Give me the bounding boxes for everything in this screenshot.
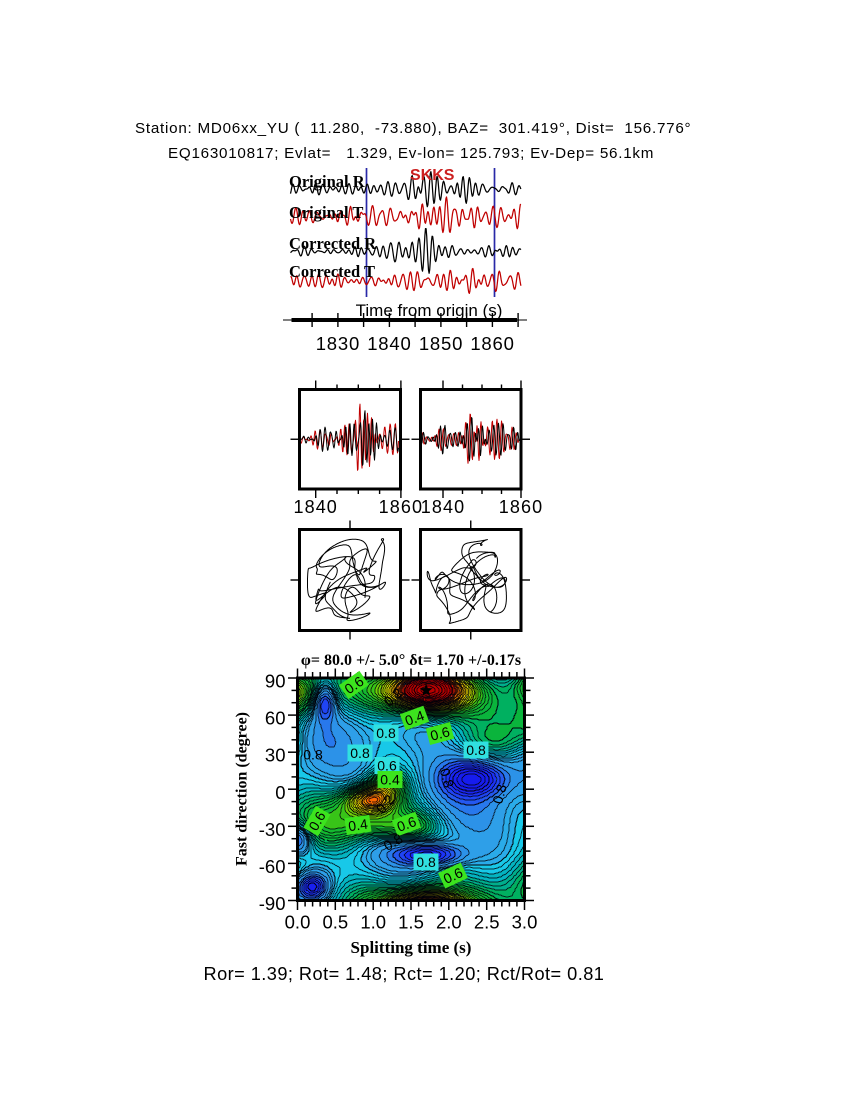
svg-text:1840: 1840 — [293, 497, 337, 517]
svg-text:-90: -90 — [259, 893, 286, 914]
svg-text:EQ163010817; Evlat= 1.329, E: EQ163010817; Evlat= 1.329, Ev-lon= 125.7… — [168, 145, 654, 162]
svg-text:1840: 1840 — [421, 497, 465, 517]
svg-text:0.4: 0.4 — [380, 772, 400, 788]
svg-text:Corrected R: Corrected R — [289, 234, 377, 253]
svg-text:SKKS: SKKS — [410, 167, 455, 184]
svg-text:Original R: Original R — [289, 172, 366, 191]
svg-text:0.8: 0.8 — [376, 725, 396, 741]
svg-text:Corrected T: Corrected T — [289, 262, 375, 281]
svg-text:1860: 1860 — [499, 497, 543, 517]
svg-text:Fast direction (degree): Fast direction (degree) — [234, 712, 251, 866]
svg-text:Ror= 1.39; Rot= 1.48; Rct= 1.2: Ror= 1.39; Rot= 1.48; Rct= 1.20; Rct/Rot… — [204, 964, 605, 984]
svg-text:2.0: 2.0 — [436, 912, 462, 933]
svg-text:Time from origin (s): Time from origin (s) — [356, 301, 503, 320]
svg-text:30: 30 — [265, 745, 286, 766]
svg-text:0.6: 0.6 — [441, 864, 466, 887]
svg-text:-30: -30 — [259, 819, 286, 840]
svg-text:2.5: 2.5 — [474, 912, 500, 933]
svg-text:0: 0 — [275, 782, 285, 803]
svg-text:0.6: 0.6 — [377, 758, 397, 774]
svg-text:φ= 80.0 +/- 5.0° δt= 1.70 +/-0: φ= 80.0 +/- 5.0° δt= 1.70 +/-0.17s — [301, 652, 521, 669]
svg-text:0.4: 0.4 — [347, 816, 369, 835]
svg-text:1840: 1840 — [367, 333, 411, 354]
svg-text:60: 60 — [265, 708, 286, 729]
svg-text:3.0: 3.0 — [512, 912, 538, 933]
svg-text:1.5: 1.5 — [398, 912, 424, 933]
svg-text:0.8: 0.8 — [489, 782, 510, 805]
svg-text:0.6: 0.6 — [429, 723, 452, 744]
svg-text:-60: -60 — [259, 856, 286, 877]
svg-text:1860: 1860 — [379, 497, 423, 517]
svg-text:Original T: Original T — [289, 203, 363, 222]
svg-text:0.8: 0.8 — [303, 747, 323, 763]
svg-text:0.8: 0.8 — [416, 854, 436, 870]
svg-text:0.4: 0.4 — [403, 707, 427, 729]
svg-text:Splitting time (s): Splitting time (s) — [351, 938, 472, 957]
svg-text:0.5: 0.5 — [322, 912, 348, 933]
svg-text:1860: 1860 — [470, 333, 514, 354]
svg-text:90: 90 — [265, 671, 286, 692]
svg-text:0.8: 0.8 — [466, 742, 486, 758]
svg-text:1850: 1850 — [419, 333, 463, 354]
svg-text:Station: MD06xx_YU ( 11.280,: Station: MD06xx_YU ( 11.280, -73.880), B… — [135, 120, 691, 137]
svg-text:0.8: 0.8 — [350, 745, 370, 761]
svg-text:0.8: 0.8 — [437, 767, 458, 790]
svg-text:0.6: 0.6 — [395, 813, 419, 835]
svg-text:0.0: 0.0 — [285, 912, 311, 933]
svg-text:1830: 1830 — [316, 333, 360, 354]
svg-text:1.0: 1.0 — [360, 912, 386, 933]
